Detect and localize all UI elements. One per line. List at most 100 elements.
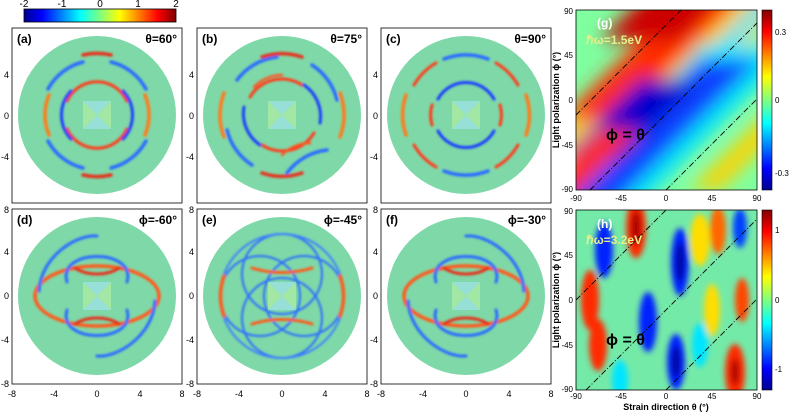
panel-h-frame — [575, 209, 758, 391]
panel-g-diagonal-line — [665, 98, 758, 191]
panel-h-ytick: -45 — [561, 341, 573, 350]
panel-f-ytick: 8 — [373, 205, 378, 215]
panel-h-diagonal-line — [575, 209, 667, 301]
panel-d-ytick: 0 — [4, 291, 9, 301]
panel-h-diagonal-line — [585, 218, 758, 391]
panel-h-label: (h) — [597, 217, 612, 231]
panel-a-param: θ=60° — [145, 32, 177, 46]
panel-e-ytick: 8 — [189, 205, 194, 215]
panel-h-ytick: 0 — [569, 296, 574, 305]
panel-h-colorbar — [761, 209, 773, 391]
panel-f-label: (f) — [386, 213, 398, 227]
panel-g-energy: ℏω=1.5eV — [586, 33, 642, 47]
panel-f-ytick: -8 — [370, 379, 378, 389]
panel-a: (a) θ=60° 4 0 -4 — [1, 27, 183, 204]
panel-h-ytick: 90 — [564, 207, 573, 216]
panel-g-xtick: -90 — [570, 194, 582, 203]
panel-d-xtick: 4 — [137, 389, 142, 399]
panel-c: (c) θ=90° 4 0 -4 — [370, 27, 552, 204]
panel-e-ytick: 0 — [189, 291, 194, 301]
panel-d-xtick: 8 — [179, 389, 184, 399]
panel-g-label: (g) — [597, 16, 612, 30]
panel-g-ytick: 0 — [569, 96, 574, 105]
panel-g-ylabel: Light polarization ϕ (°) — [551, 52, 561, 148]
panel-c-ytick: 4 — [373, 70, 378, 80]
panel-b-heatmap — [203, 36, 361, 194]
panel-f-xtick: 4 — [506, 389, 511, 399]
panel-e-xtick: 0 — [279, 389, 284, 399]
panel-g: (g) ℏω=1.5eV ϕ = θ 90 45 0 -45 -90 -90 -… — [551, 7, 789, 203]
panel-h-ylabel: Light polarization ϕ (°) — [551, 252, 561, 348]
panel-b: (b) θ=75° 4 0 -4 — [186, 27, 368, 204]
panel-f-xtick: 0 — [463, 389, 468, 399]
panel-g-ytick: 45 — [564, 51, 573, 60]
panel-d-xtick: -8 — [8, 389, 16, 399]
panel-g-diagonal-line — [589, 22, 758, 191]
panel-e-ytick: 4 — [189, 247, 194, 257]
panel-h-xtick: 90 — [753, 392, 762, 401]
panel-g-frame — [575, 9, 758, 191]
panel-g-colorbar-tick: 0 — [775, 96, 780, 105]
panel-c-ytick: -4 — [370, 152, 378, 162]
panel-e-xtick: 4 — [322, 389, 327, 399]
panel-d-heatmap — [18, 217, 176, 375]
panel-a-ytick: -4 — [1, 152, 9, 162]
panel-f-xtick: 8 — [548, 389, 553, 399]
panel-g-ytick: -90 — [561, 185, 573, 194]
panel-g-ytick: 90 — [564, 7, 573, 16]
panel-f: (f) ϕ=-30° 8 4 0 -4 -8 -8 -4 0 4 8 — [370, 205, 554, 399]
panel-h-ytick: -90 — [561, 385, 573, 394]
panel-d-ytick: 4 — [4, 247, 9, 257]
panel-h-colorbar-tick: 0 — [775, 296, 780, 305]
panel-d-ytick: -8 — [1, 379, 9, 389]
panel-h-xlabel: Strain direction θ (°) — [623, 402, 708, 412]
panel-h-xtick: 45 — [708, 392, 717, 401]
panel-g-heatmap — [576, 10, 757, 190]
top-colorbar-gradient — [23, 8, 177, 23]
panel-e-xtick: -8 — [193, 389, 201, 399]
panel-h-line-label: ϕ = θ — [606, 332, 645, 349]
panel-a-heatmap — [18, 36, 176, 194]
panel-f-heatmap — [387, 217, 545, 375]
panel-e-label: (e) — [202, 213, 217, 227]
panel-f-param: ϕ=-30° — [508, 213, 546, 227]
panel-f-ytick: 0 — [373, 291, 378, 301]
top-colorbar-tick: -1 — [58, 0, 67, 10]
panel-h-energy: ℏω=3.2eV — [586, 233, 642, 247]
panel-d: (d) ϕ=-60° 8 4 0 -4 -8 -8 -4 0 4 8 — [1, 205, 185, 399]
top-colorbar-tick: 1 — [135, 0, 141, 10]
panel-g-colorbar-tick: 0.3 — [775, 28, 787, 37]
panel-e-param: ϕ=-45° — [324, 213, 362, 227]
panel-h-xtick: 0 — [664, 392, 669, 401]
panel-d-param: ϕ=-60° — [139, 213, 177, 227]
panel-g-colorbar-tick: -0.3 — [775, 169, 789, 178]
panel-b-label: (b) — [202, 32, 217, 46]
panel-h-colorbar-tick: 1 — [775, 226, 780, 235]
panel-d-ytick: 8 — [4, 205, 9, 215]
panel-e-xtick: -4 — [235, 389, 243, 399]
panel-d-xtick: 0 — [94, 389, 99, 399]
panel-h: (h) ℏω=3.2eV ϕ = θ 90 45 0 -45 -90 -90 -… — [551, 207, 783, 412]
top-colorbar-tick: 2 — [173, 0, 179, 10]
panel-e-heatmap — [203, 217, 361, 375]
panel-a-ytick: 4 — [4, 70, 9, 80]
panel-h-colorbar-tick: -1 — [775, 365, 783, 374]
panel-h-xtick: -45 — [615, 392, 627, 401]
top-colorbar: -2 -1 0 1 2 — [20, 0, 179, 23]
panel-g-xtick: -45 — [615, 194, 627, 203]
panel-c-label: (c) — [386, 32, 401, 46]
panel-g-diagonal-line — [575, 9, 682, 116]
panel-d-xtick: -4 — [50, 389, 58, 399]
panel-e-ytick: -4 — [186, 335, 194, 345]
panel-a-ytick: 0 — [4, 111, 9, 121]
panel-e: (e) ϕ=-45° 8 4 0 -4 -8 -8 -4 0 4 8 — [186, 205, 370, 399]
panel-a-label: (a) — [17, 32, 32, 46]
panel-g-ytick: -45 — [561, 141, 573, 150]
panel-c-ytick: 0 — [373, 111, 378, 121]
panel-b-ytick: 4 — [189, 70, 194, 80]
panel-f-ytick: 4 — [373, 247, 378, 257]
panel-d-label: (d) — [17, 213, 32, 227]
panel-h-diagonal-line — [665, 298, 758, 391]
top-colorbar-tick: 0 — [97, 0, 103, 10]
panel-f-ytick: -4 — [370, 335, 378, 345]
